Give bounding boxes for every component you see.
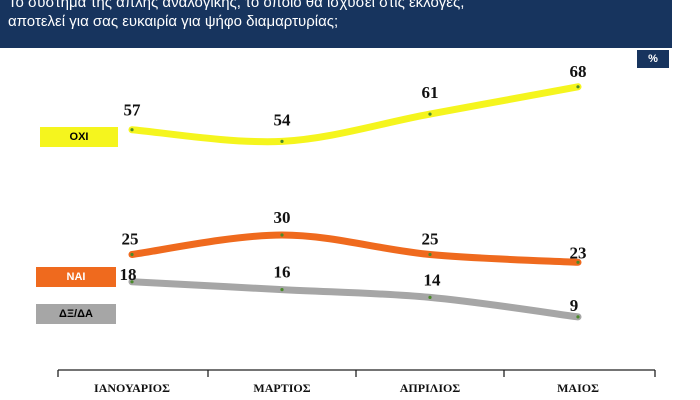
data-point-oxi-4 (576, 85, 580, 89)
x-tick-label-2: ΜΑΡΤΙΟΣ (253, 381, 310, 395)
legend-oxi: ΟΧΙ (40, 127, 118, 147)
x-axis: ΙΑΝΟΥΑΡΙΟΣ ΜΑΡΤΙΟΣ ΑΠΡΙΛΙΟΣ ΜΑΙΟΣ (57, 369, 656, 395)
title-line-1: Το σύστημα της απλής αναλογικής, το οποί… (8, 0, 465, 11)
x-tick-label-4: ΜΑΙΟΣ (557, 381, 599, 395)
data-label-oxi-2: 54 (274, 110, 292, 129)
data-point-nai-2 (280, 233, 284, 237)
data-label-dk-2: 16 (274, 263, 291, 282)
data-label-oxi-3: 61 (422, 83, 439, 102)
data-label-dk-1: 18 (120, 265, 137, 284)
x-tick-label-1: ΙΑΝΟΥΑΡΙΟΣ (94, 381, 170, 395)
data-label-oxi-4: 68 (570, 62, 587, 81)
series-layer: 57 54 61 68 25 30 25 23 18 16 14 9 (120, 62, 587, 321)
data-point-dk-4 (576, 315, 580, 319)
data-point-oxi-3 (428, 112, 432, 116)
data-label-dk-3: 14 (424, 270, 442, 289)
data-label-dk-4: 9 (570, 296, 579, 315)
title-line-2: αποτελεί για σας ευκαιρία για ψήφο διαμα… (8, 13, 339, 30)
data-label-nai-1: 25 (122, 230, 139, 249)
chart-title-bar: Το σύστημα της απλής αναλογικής, το οποί… (0, 0, 672, 48)
data-label-nai-4: 23 (570, 243, 587, 262)
series-line-dk (128, 278, 582, 321)
unit-badge: % (637, 50, 669, 68)
data-label-nai-3: 25 (422, 230, 439, 249)
data-point-nai-1 (130, 252, 134, 257)
data-point-dk-2 (280, 288, 284, 292)
data-label-nai-2: 30 (274, 208, 291, 227)
series-line-nai (128, 231, 582, 266)
data-point-dk-1 (130, 280, 134, 284)
series-line-oxi (128, 83, 582, 146)
data-point-oxi-1 (130, 128, 134, 132)
legend-dk: ΔΞ/ΔΑ (36, 304, 116, 324)
legend-nai: ΝΑΙ (36, 267, 116, 287)
x-tick-label-3: ΑΠΡΙΛΙΟΣ (400, 381, 461, 395)
data-point-nai-4 (576, 260, 580, 264)
data-point-oxi-2 (280, 139, 284, 143)
data-point-dk-3 (428, 295, 432, 299)
data-point-nai-3 (428, 252, 432, 257)
data-label-oxi-1: 57 (124, 101, 142, 120)
